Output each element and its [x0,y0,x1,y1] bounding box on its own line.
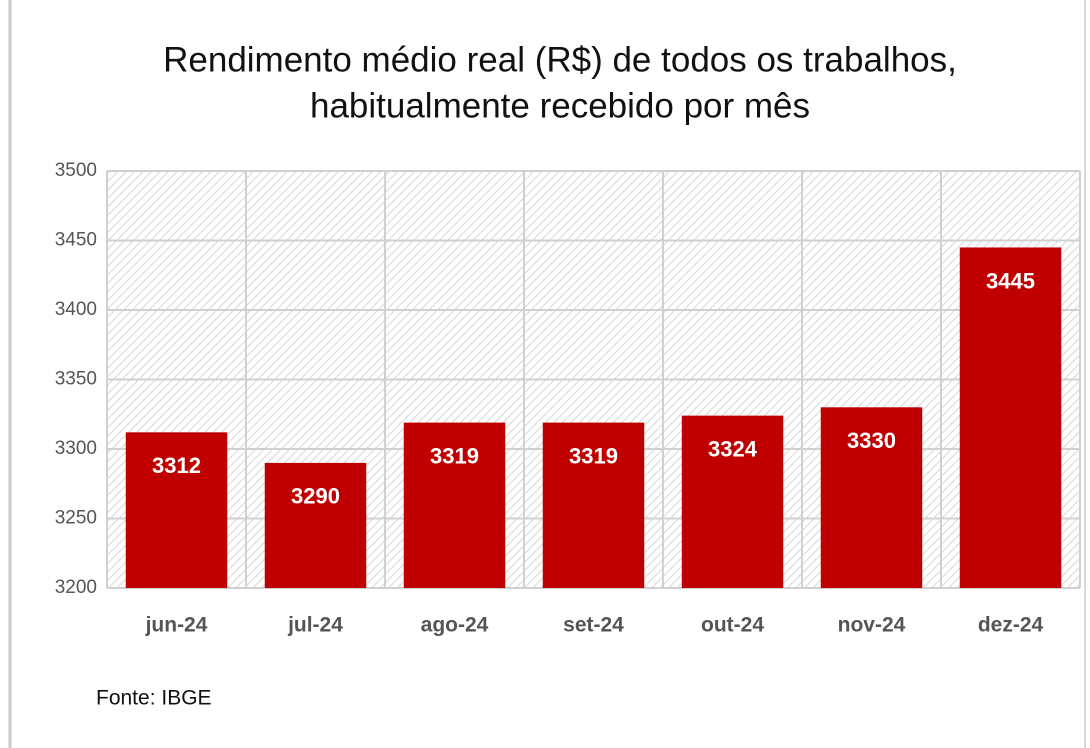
y-tick-label: 3400 [55,299,97,320]
chart-title: habitualmente recebido por mês [310,86,810,125]
x-tick-label: dez-24 [978,614,1044,637]
x-tick-label: nov-24 [838,614,906,637]
data-label: 3445 [986,268,1035,293]
x-tick-label: ago-24 [421,614,489,637]
data-label: 3319 [569,443,618,468]
bar [264,462,367,588]
y-tick-label: 3500 [55,160,97,181]
x-tick-label: out-24 [701,614,764,637]
data-label: 3330 [847,428,896,453]
data-label: 3290 [291,484,340,509]
y-tick-label: 3350 [55,369,97,390]
bar [959,247,1062,588]
x-tick-label: jun-24 [145,614,208,637]
bar [681,415,784,588]
x-tick-label: set-24 [563,614,624,637]
y-tick-label: 3250 [55,508,97,529]
data-label: 3324 [708,436,758,461]
bar [542,422,645,588]
data-label: 3319 [430,443,479,468]
data-label: 3312 [152,453,201,478]
bar [125,432,228,588]
chart-title: Rendimento médio real (R$) de todos os t… [163,40,957,79]
x-tick-label: jul-24 [287,614,343,637]
source-note: Fonte: IBGE [96,687,212,710]
bar [403,422,506,588]
y-tick-label: 3300 [55,438,97,459]
y-tick-label: 3200 [55,577,97,598]
y-tick-label: 3450 [55,230,97,251]
bar [820,407,923,588]
